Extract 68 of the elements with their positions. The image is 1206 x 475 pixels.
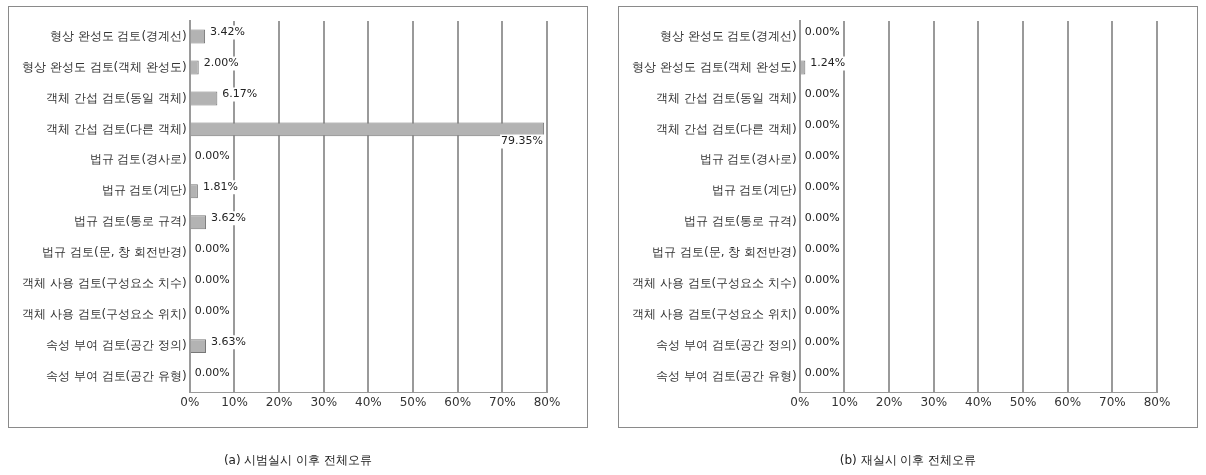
y-tick-label: 객체 간섭 검토(동일 객체) bbox=[45, 90, 187, 105]
y-tick-label: 속성 부여 검토(공간 정의) bbox=[655, 338, 797, 353]
data-label: 0.00% bbox=[804, 180, 840, 194]
data-label: 0.00% bbox=[194, 304, 230, 318]
data-label: 0.00% bbox=[804, 211, 840, 225]
y-tick-label: 객체 사용 검토(구성요소 위치) bbox=[631, 307, 797, 322]
y-tick-label: 법규 검토(계단) bbox=[101, 183, 187, 198]
x-tick-label: 0% bbox=[790, 394, 810, 409]
y-tick-label: 법규 검토(경사로) bbox=[89, 152, 187, 167]
y-tick-label: 형상 완성도 검토(경계선) bbox=[49, 28, 187, 43]
y-tick-label: 객체 간섭 검토(다른 객체) bbox=[45, 121, 187, 136]
data-label: 0.00% bbox=[804, 149, 840, 163]
data-label: 0.00% bbox=[804, 304, 840, 318]
data-label: 6.17% bbox=[222, 87, 258, 101]
data-label: 0.00% bbox=[194, 365, 230, 379]
data-label: 0.00% bbox=[194, 273, 230, 287]
x-tick-label: 60% bbox=[444, 394, 472, 409]
x-tick-label: 80% bbox=[1143, 394, 1171, 409]
text: (a) 시범실시 이후 전체오류 bbox=[222, 452, 374, 469]
data-label: 0.00% bbox=[804, 335, 840, 349]
data-label: 3.63% bbox=[211, 335, 246, 349]
data-label: 3.42% bbox=[210, 25, 246, 39]
x-tick-label: 10% bbox=[221, 394, 248, 409]
x-tick-label: 30% bbox=[310, 394, 338, 409]
y-tick-label: 객체 사용 검토(구성요소 위치) bbox=[21, 307, 187, 322]
y-tick-label: 객체 간섭 검토(다른 객체) bbox=[655, 121, 797, 136]
x-tick-label: 0% bbox=[180, 394, 200, 409]
x-tick-label: 20% bbox=[875, 394, 903, 409]
y-tick-label: 속성 부여 검토(공간 유형) bbox=[655, 369, 797, 384]
y-tick-label: 형상 완성도 검토(객체 완성도) bbox=[21, 59, 187, 74]
x-tick-label: 40% bbox=[355, 394, 382, 409]
data-label: 2.00% bbox=[203, 56, 239, 70]
data-label: 0.00% bbox=[804, 273, 840, 287]
y-tick-label: 속성 부여 검토(공간 유형) bbox=[45, 369, 187, 384]
text: (b) 재실시 이후 전체오류 bbox=[838, 452, 978, 469]
y-tick-label: 법규 검토(통로 규격) bbox=[683, 214, 797, 229]
data-label: 0.00% bbox=[194, 242, 230, 256]
data-label: 0.00% bbox=[804, 25, 840, 39]
data-label: 79.35% bbox=[501, 134, 544, 148]
x-tick-label: 30% bbox=[920, 394, 948, 409]
data-label: 1.81% bbox=[202, 180, 238, 194]
y-tick-label: 객체 사용 검토(구성요소 치수) bbox=[631, 276, 797, 291]
y-tick-label: 형상 완성도 검토(경계선) bbox=[659, 28, 797, 43]
y-tick-label: 형상 완성도 검토(객체 완성도) bbox=[631, 59, 797, 74]
data-label: 0.00% bbox=[194, 149, 230, 163]
x-tick-label: 20% bbox=[265, 394, 293, 409]
y-tick-label: 법규 검토(계단) bbox=[711, 183, 797, 198]
x-tick-label: 10% bbox=[831, 394, 858, 409]
y-tick-label: 법규 검토(문, 창 회전반경) bbox=[42, 245, 187, 260]
data-label: 0.00% bbox=[804, 118, 840, 132]
y-tick-label: 법규 검토(통로 규격) bbox=[73, 214, 187, 229]
x-tick-label: 70% bbox=[1099, 394, 1126, 409]
data-label: 1.24% bbox=[810, 56, 846, 70]
x-tick-label: 60% bbox=[1054, 394, 1082, 409]
data-label: 0.00% bbox=[804, 242, 840, 256]
y-tick-label: 속성 부여 검토(공간 정의) bbox=[45, 338, 187, 353]
y-tick-label: 객체 간섭 검토(동일 객체) bbox=[655, 90, 797, 105]
y-tick-label: 법규 검토(경사로) bbox=[699, 152, 797, 167]
x-tick-label: 80% bbox=[533, 394, 561, 409]
y-tick-label: 객체 사용 검토(구성요소 치수) bbox=[21, 276, 187, 291]
x-tick-label: 50% bbox=[1009, 394, 1037, 409]
x-tick-label: 40% bbox=[965, 394, 992, 409]
data-label: 3.62% bbox=[210, 211, 246, 225]
x-tick-label: 50% bbox=[399, 394, 427, 409]
y-tick-label: 법규 검토(문, 창 회전반경) bbox=[652, 245, 797, 260]
x-tick-label: 70% bbox=[489, 394, 516, 409]
data-label: 0.00% bbox=[804, 87, 840, 101]
data-label: 0.00% bbox=[804, 365, 840, 379]
